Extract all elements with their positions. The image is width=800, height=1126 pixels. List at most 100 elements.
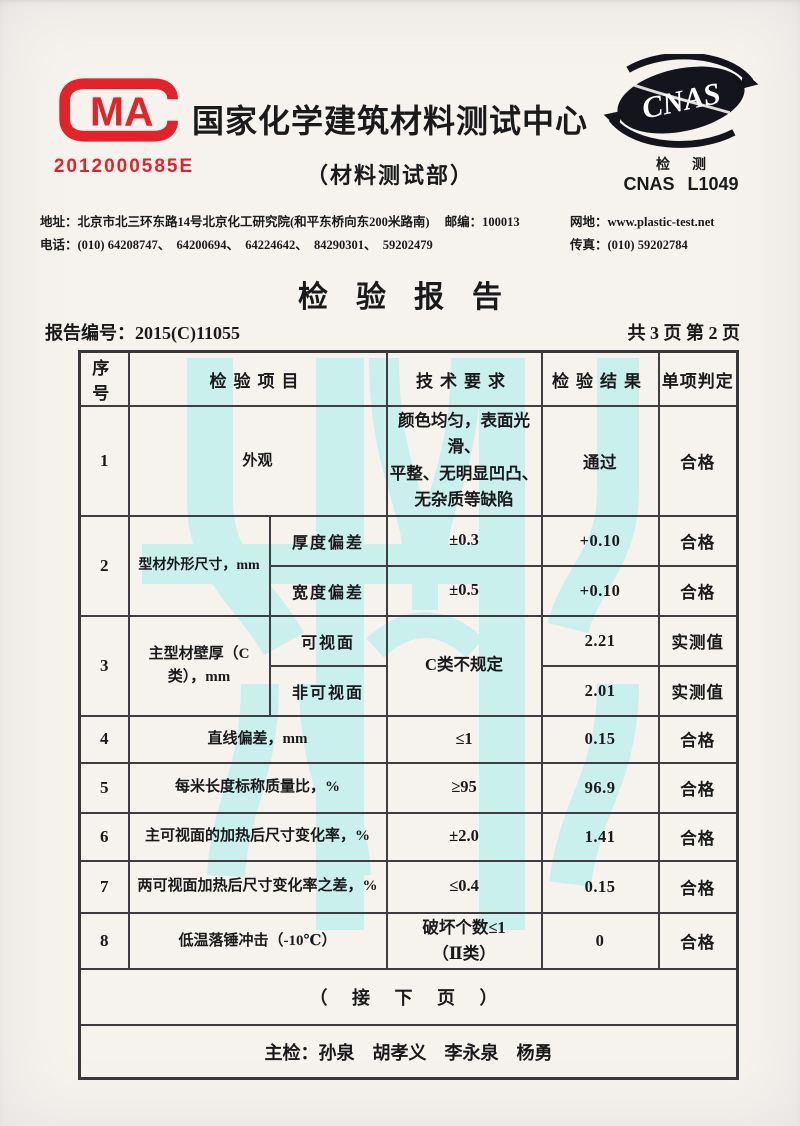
- result-cell: 0.15: [540, 859, 660, 914]
- report-number-line: 报告编号：2015(C)11055 共 3 页 第 2 页: [45, 319, 740, 345]
- requirement-cell: ±0.5: [385, 564, 543, 617]
- requirement-cell: 颜色均匀，表面光滑、 平整、无明显凹凸、 无杂质等缺陷: [385, 405, 543, 517]
- cnas-mark-icon: CNAS: [603, 52, 759, 148]
- cma-mark-icon: MA: [59, 78, 178, 142]
- test-results-table: 序号 检验项目 技术要求 检验结果 单项判定 1 外观 颜色均匀，表面光滑、 平…: [78, 350, 739, 1080]
- result-cell: 1.41: [540, 811, 660, 862]
- verdict-cell: 合格: [657, 714, 739, 764]
- col-header-requirement: 技术要求: [385, 350, 543, 407]
- requirement-cell: ≤1: [385, 714, 543, 764]
- web-value: www.plastic-test.net: [607, 215, 715, 229]
- requirement-cell: ±2.0: [385, 811, 543, 862]
- contact-line-phone: 电话：(010) 64208747、 64200694、 64224642、 8…: [40, 234, 770, 257]
- item-cell: 外观: [127, 405, 388, 517]
- zip-label: 邮编：: [444, 215, 483, 229]
- table-row: 4 直线偏差，mm ≤1 0.15 合格: [78, 714, 739, 764]
- seq-cell: 4: [78, 714, 130, 764]
- col-header-verdict: 单项判定: [657, 350, 739, 407]
- verdict-cell: 合格: [657, 911, 739, 971]
- table-row: 1 外观 颜色均匀，表面光滑、 平整、无明显凹凸、 无杂质等缺陷 通过 合格: [78, 405, 739, 517]
- seq-cell: 1: [78, 405, 130, 517]
- address-label: 地址：: [40, 215, 78, 229]
- item-cell: 低温落锤冲击（-10℃）: [127, 911, 388, 971]
- requirement-cell: ≥95: [385, 761, 543, 814]
- organisation-department: （材料测试部）: [305, 163, 474, 188]
- item-cell: 主可视面的加热后尺寸变化率，%: [127, 811, 388, 862]
- sub-item-cell: 宽度偏差: [268, 564, 388, 617]
- organisation-name: 国家化学建筑材料测试中心: [191, 103, 588, 139]
- verdict-cell: 合格: [657, 761, 739, 814]
- continuation-row: （ 接 下 页 ）: [78, 968, 739, 1027]
- pagination: 共 3 页 第 2 页: [627, 323, 741, 343]
- table-row: 2 型材外形尺寸，mm 厚度偏差 ±0.3 +0.10 合格: [78, 514, 739, 617]
- result-cell: +0.10: [540, 564, 660, 617]
- item-cell: 两可视面加热后尺寸变化率之差，%: [127, 859, 388, 914]
- col-header-item: 检验项目: [127, 350, 388, 407]
- seq-cell: 7: [78, 859, 130, 914]
- sub-item-cell: 可视面: [268, 614, 388, 667]
- requirement-cell: 破坏个数≤1 （Ⅱ类）: [385, 911, 543, 971]
- col-header-result: 检验结果: [540, 350, 660, 407]
- requirement-cell: ±0.3: [385, 514, 543, 567]
- seq-cell: 6: [78, 811, 130, 862]
- col-header-seq: 序号: [78, 350, 130, 407]
- result-cell: 96.9: [540, 761, 660, 814]
- result-cell: 通过: [540, 405, 660, 517]
- table-row: 5 每米长度标称质量比，% ≥95 96.9 合格: [78, 761, 739, 814]
- item-cell: 直线偏差，mm: [127, 714, 388, 764]
- verdict-cell: 合格: [657, 405, 739, 517]
- continuation-note: （ 接 下 页 ）: [78, 968, 739, 1027]
- verdict-cell: 实测值: [657, 614, 739, 667]
- verdict-cell: 合格: [657, 564, 739, 617]
- tel-label: 电话：: [40, 238, 78, 252]
- tel-value: (010) 64208747、 64200694、 64224642、 8429…: [77, 238, 433, 252]
- result-cell: 0.15: [540, 714, 660, 764]
- table-row: 非可视面 2.01 实测值: [80, 664, 739, 717]
- cnas-type-label: 检测: [656, 158, 728, 173]
- result-cell: +0.10: [540, 514, 660, 567]
- contact-block: 地址：北京市北三环东路14号北京化工研究院(和平东桥向东200米路南) 邮编：10…: [40, 211, 770, 257]
- seq-cell: 2: [78, 514, 130, 617]
- table-header-row: 序号 检验项目 技术要求 检验结果 单项判定: [78, 350, 739, 407]
- sub-item-cell: 非可视面: [268, 664, 388, 717]
- seq-cell: 5: [78, 761, 130, 814]
- fax-value: (010) 59202784: [607, 238, 688, 252]
- organisation-block: 国家化学建筑材料测试中心 （材料测试部）: [188, 96, 592, 190]
- cma-certificate-number: 2012000585E: [53, 156, 195, 177]
- seq-cell: 3: [78, 614, 130, 717]
- requirement-cell: C类不规定: [385, 614, 543, 717]
- requirement-cell: ≤0.4: [385, 859, 543, 914]
- fax-label: 传真：: [570, 238, 608, 252]
- table-row: 6 主可视面的加热后尺寸变化率，% ±2.0 1.41 合格: [78, 811, 739, 862]
- web-label: 网地：: [570, 215, 608, 229]
- result-cell: 2.21: [540, 614, 660, 667]
- verdict-cell: 合格: [657, 811, 739, 862]
- sub-item-cell: 厚度偏差: [268, 514, 388, 567]
- result-cell: 0: [540, 911, 660, 971]
- table-row: 3 主型材壁厚（C类），mm 可视面 C类不规定 2.21 实测值: [78, 614, 739, 717]
- inspectors-names: 孙泉 胡孝义 李永泉 杨勇: [318, 1042, 553, 1063]
- cma-letters: MA: [90, 89, 154, 135]
- verdict-cell: 实测值: [657, 664, 739, 717]
- item-cell: 型材外形尺寸，mm: [127, 514, 271, 617]
- verdict-cell: 合格: [657, 514, 739, 567]
- item-cell: 主型材壁厚（C类），mm: [127, 614, 271, 717]
- inspectors-cell: 主检：孙泉 胡孝义 李永泉 杨勇: [78, 1024, 739, 1080]
- verdict-cell: 合格: [657, 859, 739, 914]
- seq-cell: 8: [78, 911, 130, 971]
- contact-line-address: 地址：北京市北三环东路14号北京化工研究院(和平东桥向东200米路南) 邮编：10…: [40, 211, 770, 234]
- cnas-accreditation-number: CNAS L1049: [623, 174, 739, 194]
- report-number-label: 报告编号：: [45, 323, 135, 343]
- inspectors-row: 主检：孙泉 胡孝义 李永泉 杨勇: [78, 1024, 739, 1080]
- zip-value: 100013: [482, 215, 520, 229]
- report-number: 报告编号：2015(C)11055: [45, 319, 240, 345]
- document-title: 检验报告: [298, 281, 530, 314]
- result-cell: 2.01: [540, 664, 660, 717]
- cnas-logo: CNAS 检测 CNAS L1049: [596, 52, 766, 195]
- table-row: 宽度偏差 ±0.5 +0.10 合格: [80, 564, 739, 617]
- cma-logo: MA 2012000585E: [48, 74, 200, 178]
- inspectors-label: 主检：: [264, 1042, 319, 1063]
- table-row: 8 低温落锤冲击（-10℃） 破坏个数≤1 （Ⅱ类） 0 合格: [78, 911, 739, 971]
- report-number-value: 2015(C)11055: [135, 323, 240, 343]
